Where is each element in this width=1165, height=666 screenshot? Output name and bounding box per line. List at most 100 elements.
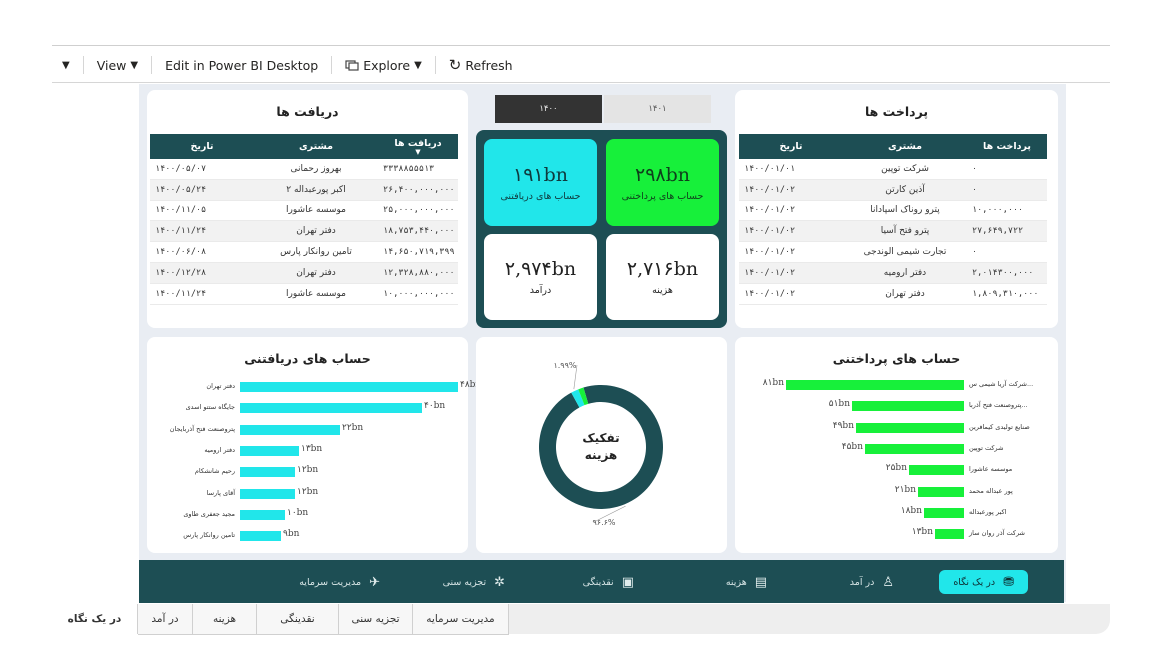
donut-leader-line xyxy=(593,505,626,523)
date-cell: ۱۴۰۰/۱۲/۲۸ xyxy=(150,262,254,284)
bar-row: رحیم شانشکام ۱۲bn xyxy=(147,465,468,479)
table-row[interactable]: ۱۲,۳۲۸,۸۸۰,۰۰۰ دفتر تهران ۱۴۰۰/۱۲/۲۸ xyxy=(150,262,458,284)
bar[interactable] xyxy=(240,424,340,435)
bar-row: پور عبداله محمد ۲۱bn xyxy=(735,485,1058,499)
payment-amount-cell: ۲۷,۶۴۹,۷۲۲ xyxy=(967,220,1047,243)
column-header-date[interactable]: تاریخ xyxy=(150,134,254,159)
table-row[interactable]: ۲۵,۰۰۰,۰۰۰,۰۰۰ موسسه عاشورا ۱۴۰۰/۱۱/۰۵ xyxy=(150,200,458,222)
nav-button-aging[interactable]: تجزیه سنی ✲ xyxy=(443,570,505,594)
page-tab[interactable]: نقدینگی xyxy=(257,604,339,635)
bar-row: جایگاه ستتو اسدی ۴۰bn xyxy=(147,401,468,415)
edit-desktop-button[interactable]: Edit in Power BI Desktop xyxy=(155,50,328,80)
bar[interactable] xyxy=(786,380,964,390)
table-row[interactable]: ۰ آذین کارتن ۱۴۰۰/۰۱/۰۲ xyxy=(739,179,1047,201)
customer-cell: شرکت توپین xyxy=(843,159,967,180)
bar-row: شرکت آریا شیمی س... ۸۱bn xyxy=(735,378,1058,392)
nav-button-cost[interactable]: هزینه ▤ xyxy=(726,570,767,594)
view-label: View xyxy=(96,57,127,73)
receipt-amount-cell: ۳۳۳۸۸۵۵۵۱۳ xyxy=(378,159,458,180)
receipts-title: دریافت ها xyxy=(276,104,339,119)
page-tab[interactable]: تجزیه سنی xyxy=(339,604,413,635)
nav-button-income[interactable]: در آمد ♙ xyxy=(850,570,894,594)
table-row[interactable]: ۳۳۳۸۸۵۵۵۱۳ بهروز رحمانی ۱۴۰۰/۰۵/۰۷ xyxy=(150,159,458,180)
nav-button-liquidity[interactable]: نقدینگی ▣ xyxy=(583,570,634,594)
tabs-background xyxy=(503,604,1110,634)
view-menu-button[interactable]: View ▼ xyxy=(87,50,148,80)
table-row[interactable]: ۰ شرکت توپین ۱۴۰۰/۰۱/۰۱ xyxy=(739,159,1047,180)
refresh-label: Refresh xyxy=(465,57,513,73)
refresh-button[interactable]: ↻ Refresh xyxy=(439,50,523,80)
bar[interactable] xyxy=(856,422,964,433)
page-tab[interactable]: هزینه xyxy=(193,604,257,635)
bar[interactable] xyxy=(924,507,964,518)
bar[interactable] xyxy=(240,382,458,392)
receipts-table[interactable]: دریافت ها ▼ مشتری تاریخ ۳۳۳۸۸۵۵۵۱۳ بهروز ر… xyxy=(150,134,458,305)
year-slicer-1401[interactable]: ۱۴۰۱ xyxy=(604,95,711,123)
bar-value-label: ۴۰bn xyxy=(424,401,446,412)
bar[interactable] xyxy=(240,403,422,414)
bar-category-label: آقای پارسا xyxy=(206,488,235,497)
bar-category-label: دفتر تهران xyxy=(206,382,235,390)
chevron-down-icon: ▼ xyxy=(414,59,422,71)
payments-table[interactable]: پرداخت ها مشتری تاریخ ۰ شرکت توپین ۱۴۰۰/۰۱… xyxy=(739,134,1047,305)
date-cell: ۱۴۰۰/۰۱/۰۱ xyxy=(739,159,843,180)
table-row[interactable]: ۱۴,۶۵۰,۷۱۹,۳۹۹ تامین روانکار پارس ۱۴۰۰/۰۶/… xyxy=(150,241,458,263)
donut-leader-line xyxy=(573,364,578,390)
bar-value-label: ۱۳bn xyxy=(911,527,933,538)
bar-category-label: پتروصنعت فتح آذربا... xyxy=(969,401,1028,410)
receipt-amount-cell: ۱۰,۰۰۰,۰۰۰,۰۰۰ xyxy=(378,283,458,305)
table-row[interactable]: ۰ تجارت شیمی الوندجی ۱۴۰۰/۰۱/۰۲ xyxy=(739,241,1047,263)
bar-value-label: ۴۵bn xyxy=(841,441,863,452)
bar[interactable] xyxy=(240,445,299,456)
table-row[interactable]: ۲,۰۱۴۳۰۰,۰۰۰ دفتر ارومیه ۱۴۰۰/۰۱/۰۲ xyxy=(739,262,1047,284)
table-row[interactable]: ۱۸,۷۵۳,۴۴۰,۰۰۰ دفتر تهران ۱۴۰۰/۱۱/۲۴ xyxy=(150,220,458,243)
nav-button-at-a-glance[interactable]: در یک نگاه ⛃ xyxy=(939,570,1028,594)
column-header-payments[interactable]: پرداخت ها xyxy=(967,134,1047,159)
bar[interactable] xyxy=(865,443,964,454)
column-header-receipts[interactable]: دریافت ها ▼ xyxy=(378,134,458,159)
bar[interactable] xyxy=(240,467,295,478)
bar[interactable] xyxy=(852,401,964,412)
bar-row: شرکت آذر روان ساز ۱۳bn xyxy=(735,527,1058,541)
table-row[interactable]: ۲۶,۴۰۰,۰۰۰,۰۰۰ اکبر پورعبداله ۲ ۱۴۰۰/۰۵/۲۴ xyxy=(150,179,458,201)
bar-value-label: ۱۸bn xyxy=(900,505,922,516)
bar-value-label: ۴۹bn xyxy=(832,420,854,431)
bar[interactable] xyxy=(909,465,964,476)
bar[interactable] xyxy=(240,531,281,542)
column-header-customer[interactable]: مشتری xyxy=(843,134,967,159)
page-tab[interactable]: مدیریت سرمایه xyxy=(413,604,509,635)
date-cell: ۱۴۰۰/۰۱/۰۲ xyxy=(739,220,843,243)
bar-category-label: اکبر پورعبداله xyxy=(969,507,1007,516)
income-icon: ♙ xyxy=(882,574,894,590)
payable-kpi: ۲۹۸bn حساب های پرداختنی xyxy=(606,139,719,226)
nav-button-capital[interactable]: مدیریت سرمایه ✈ xyxy=(299,570,380,594)
customer-cell: پترو فتح آسیا xyxy=(843,220,967,243)
receivable-kpi-label: حساب های دریافتنی xyxy=(500,190,581,202)
bar-category-label: پور عبداله محمد xyxy=(969,486,1013,495)
bar-row: پتروصنعت فتح آذربا... ۵۱bn xyxy=(735,399,1058,413)
explore-menu-button[interactable]: Explore ▼ xyxy=(335,50,432,80)
bar[interactable] xyxy=(935,529,964,540)
donut-slice[interactable] xyxy=(578,387,589,406)
column-header-date[interactable]: تاریخ xyxy=(739,134,843,159)
page-tab[interactable]: در یک نگاه xyxy=(52,604,138,634)
page-tab[interactable]: در آمد xyxy=(138,604,193,635)
table-row[interactable]: ۱۰,۰۰۰,۰۰۰ پترو روناک اسپادانا ۱۴۰۰/۰۱/۰۲ xyxy=(739,200,1047,222)
payments-card: پرداخت ها پرداخت ها مشتری تاریخ ۰ شرکت تو… xyxy=(735,90,1058,328)
column-header-customer[interactable]: مشتری xyxy=(254,134,378,159)
table-row[interactable]: ۱,۸۰۹,۳۱۰,۰۰۰ دفتر تهران ۱۴۰۰/۰۱/۰۲ xyxy=(739,283,1047,305)
donut-slice[interactable] xyxy=(571,389,585,408)
bar[interactable] xyxy=(240,488,295,499)
bar[interactable] xyxy=(918,486,964,497)
bar-category-label: رحیم شانشکام xyxy=(194,467,235,476)
bar-value-label: ۹bn xyxy=(283,529,300,540)
customer-cell: موسسه عاشورا xyxy=(254,200,378,222)
customer-cell: تامین روانکار پارس xyxy=(254,241,378,263)
collapse-menu-button[interactable]: ▼ xyxy=(52,50,80,80)
table-row[interactable]: ۱۰,۰۰۰,۰۰۰,۰۰۰ موسسه عاشورا ۱۴۰۰/۱۱/۲۴ xyxy=(150,283,458,305)
toolbar-separator xyxy=(331,56,333,74)
bar[interactable] xyxy=(240,509,285,520)
year-slicer-1400[interactable]: ۱۴۰۰ xyxy=(495,95,602,123)
table-row[interactable]: ۲۷,۶۴۹,۷۲۲ پترو فتح آسیا ۱۴۰۰/۰۱/۰۲ xyxy=(739,220,1047,243)
nav-label: نقدینگی xyxy=(582,576,614,588)
